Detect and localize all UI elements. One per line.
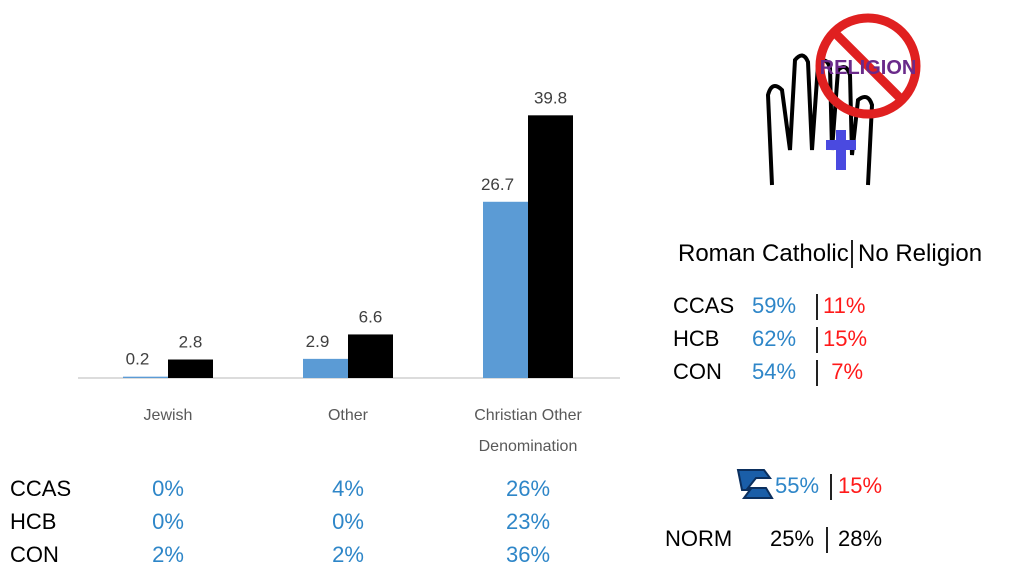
value-label: 39.8 <box>534 88 567 107</box>
row-label: CON <box>10 544 59 566</box>
bar <box>348 334 393 378</box>
percent: 55% <box>775 475 819 497</box>
percent: 23% <box>488 511 568 533</box>
percent: 0% <box>128 478 208 500</box>
percent: 54% <box>752 361 796 383</box>
percent: 2% <box>128 544 208 566</box>
x-tick-label: Christian Other Denomination <box>448 400 608 462</box>
separator <box>830 474 832 500</box>
bar <box>528 115 573 378</box>
creighton-logo <box>738 470 772 498</box>
percent: 2% <box>308 544 388 566</box>
percent: 25% <box>770 528 814 550</box>
row-label: HCB <box>10 511 56 533</box>
separator <box>851 240 853 268</box>
icon-text: RELIGION <box>820 57 917 79</box>
percent: 4% <box>308 478 388 500</box>
row-label: CCAS <box>673 295 734 317</box>
percent: 0% <box>128 511 208 533</box>
percent: 15% <box>823 328 863 350</box>
value-label: 2.8 <box>179 333 203 352</box>
separator <box>816 360 818 386</box>
header: No Religion <box>858 242 982 266</box>
row-label: HCB <box>673 328 719 350</box>
x-tick-label: Jewish <box>88 400 248 431</box>
percent: 26% <box>488 478 568 500</box>
percent: 36% <box>488 544 568 566</box>
row-label: CON <box>673 361 722 383</box>
separator <box>826 527 828 553</box>
value-label: 6.6 <box>359 307 383 326</box>
bar <box>168 360 213 378</box>
row-label: NORM <box>665 528 732 550</box>
percent: 0% <box>308 511 388 533</box>
bar <box>483 202 528 378</box>
no-religion-icon: RELIGION <box>768 18 916 185</box>
bar <box>303 359 348 378</box>
percent: 15% <box>838 475 882 497</box>
value-label: 0.2 <box>126 350 150 369</box>
percent: 11% <box>823 295 863 317</box>
x-tick-label: Other <box>268 400 428 431</box>
percent: 7% <box>823 361 863 383</box>
row-label: CCAS <box>10 478 71 500</box>
header: Roman Catholic <box>678 242 849 266</box>
percent: 59% <box>752 295 796 317</box>
bar <box>123 377 168 378</box>
separator <box>816 327 818 353</box>
value-label: 26.7 <box>481 175 514 194</box>
percent: 28% <box>838 528 882 550</box>
percent: 62% <box>752 328 796 350</box>
slide: RELIGION 0.2 2.9 26.7 2.8 6.6 39.8 Jewish Othe… <box>0 0 1019 577</box>
value-label: 2.9 <box>306 332 330 351</box>
separator <box>816 294 818 320</box>
